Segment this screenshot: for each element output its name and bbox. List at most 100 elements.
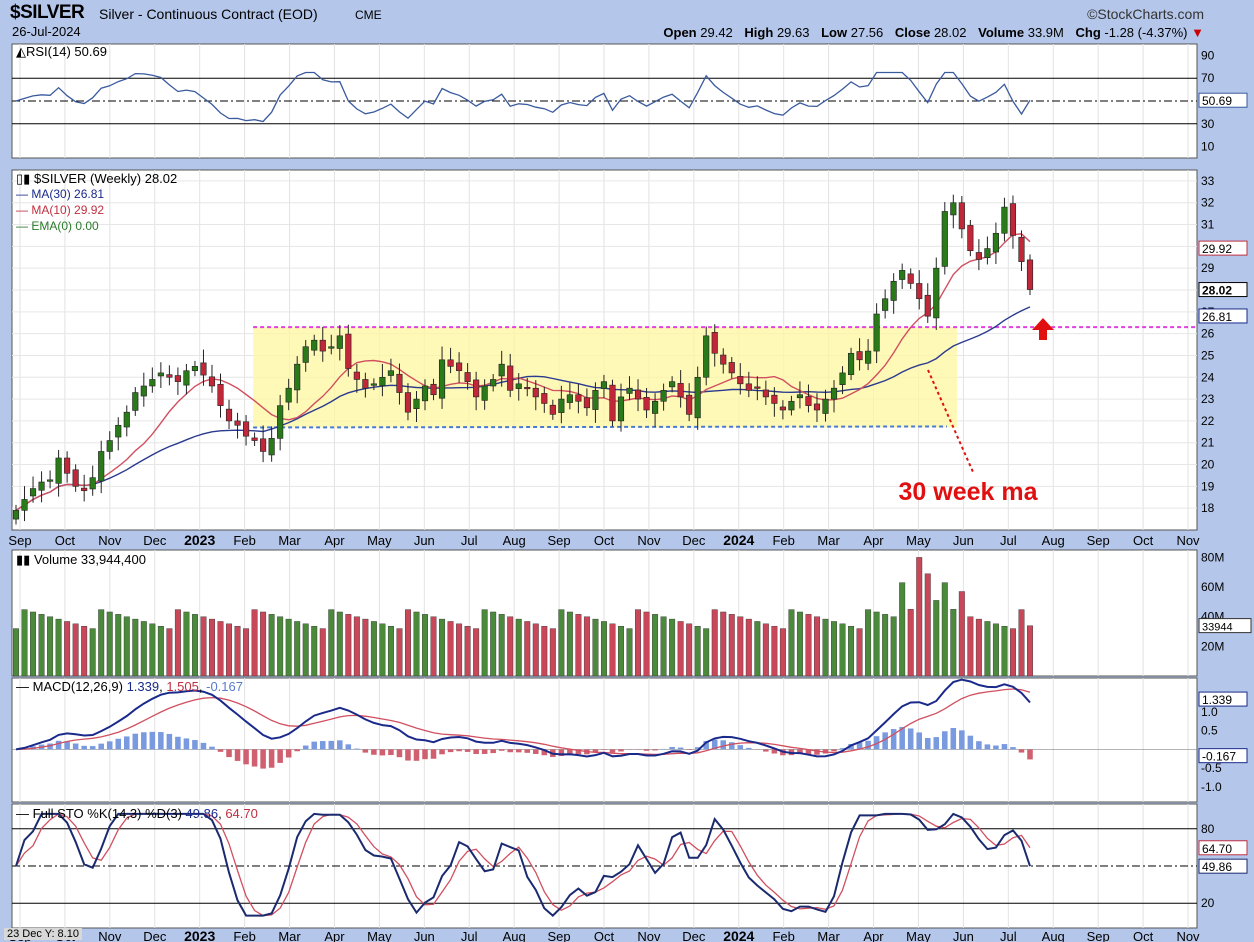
volume-bar bbox=[447, 621, 454, 677]
month-label-24: Sep bbox=[1087, 533, 1110, 548]
month-label-4: 2023 bbox=[184, 532, 215, 548]
volume-bar bbox=[311, 625, 318, 677]
volume-bar bbox=[626, 628, 633, 677]
price-tick-29: 29 bbox=[1201, 261, 1215, 275]
rsi-label: ◭RSI(14) 50.69 bbox=[16, 44, 107, 60]
month-label-20: May bbox=[906, 533, 931, 548]
price-tag-box bbox=[1198, 308, 1248, 324]
candle-body bbox=[438, 359, 446, 399]
sto-tag-box bbox=[1198, 858, 1248, 874]
volume-bar bbox=[694, 625, 701, 677]
macd-hist-bar bbox=[98, 743, 104, 750]
candle-body bbox=[89, 477, 96, 490]
candle-body bbox=[208, 376, 216, 387]
volume-bar bbox=[1001, 625, 1008, 677]
macd-hist-bar bbox=[575, 749, 582, 755]
volume-bar bbox=[217, 621, 224, 677]
macd-hist-bar bbox=[260, 749, 266, 769]
price-tick-31: 31 bbox=[1201, 218, 1215, 232]
candle-body bbox=[447, 359, 454, 367]
ma10-line bbox=[15, 233, 1031, 511]
candle-body bbox=[115, 424, 122, 438]
ema0-label: — EMA(0) 0.00 bbox=[16, 219, 99, 233]
candle-body bbox=[660, 390, 667, 402]
macd-hist-bar bbox=[379, 749, 386, 756]
macd-hist-bar bbox=[447, 749, 454, 753]
ma10-label: — MA(10) 29.92 bbox=[16, 203, 105, 217]
volume-label: ▮▮ Volume 33,944,400 bbox=[16, 552, 146, 568]
candle-body bbox=[899, 270, 906, 280]
candle-body bbox=[302, 346, 309, 363]
volume-bar bbox=[55, 618, 62, 677]
macd-hist-bar bbox=[839, 748, 846, 750]
month-label-9: Jun bbox=[414, 533, 435, 548]
month-label-13: Oct bbox=[594, 533, 615, 548]
candle-body bbox=[609, 384, 616, 422]
volume-icon: ▮▮ bbox=[16, 552, 31, 567]
candle-body bbox=[55, 457, 62, 484]
volume-bar bbox=[643, 611, 650, 677]
macd-hist-bar bbox=[311, 741, 318, 750]
candle-body bbox=[132, 392, 139, 411]
macd-hist-bar bbox=[47, 743, 53, 750]
macd-hist-bar bbox=[976, 741, 982, 750]
volume-bar bbox=[566, 611, 573, 677]
volume-bar bbox=[243, 628, 250, 677]
macd-prefix: MACD(12,26,9) bbox=[32, 679, 123, 694]
exchange-label: CME bbox=[355, 8, 382, 22]
candle-body bbox=[686, 394, 693, 415]
candle-body bbox=[353, 371, 360, 380]
candle-body bbox=[430, 383, 437, 396]
candle-body bbox=[481, 385, 488, 401]
volume-bar bbox=[174, 609, 181, 677]
candle-body bbox=[703, 335, 710, 378]
candle-body bbox=[413, 398, 420, 409]
macd-hist-bar bbox=[1001, 744, 1008, 750]
macd-hist-bar bbox=[371, 749, 377, 755]
month-label-19: Apr bbox=[863, 533, 884, 548]
volume-bar bbox=[822, 618, 829, 677]
candle-body bbox=[294, 363, 301, 391]
macd-hist-bar bbox=[362, 749, 369, 753]
candle-body bbox=[882, 298, 889, 311]
volume-bar bbox=[413, 611, 420, 677]
high-label: High bbox=[744, 25, 774, 40]
candle-body bbox=[873, 313, 880, 352]
volume-bar bbox=[839, 623, 846, 677]
volume-bar bbox=[848, 625, 855, 677]
macd-hist-bar bbox=[720, 740, 727, 750]
volume-bar bbox=[720, 611, 727, 677]
month-label-bottom-13: Oct bbox=[594, 929, 615, 942]
candle-body bbox=[183, 370, 190, 386]
macd-tick--1.0: -1.0 bbox=[1201, 780, 1222, 794]
candle-body bbox=[473, 379, 480, 398]
volume-bar bbox=[464, 625, 471, 677]
candle-body bbox=[200, 362, 207, 376]
rsi-line bbox=[15, 71, 1031, 123]
candle-body bbox=[217, 383, 224, 406]
candle-body bbox=[626, 387, 633, 394]
month-label-bottom-20: May bbox=[906, 929, 931, 942]
macd-hist-bar bbox=[942, 731, 948, 750]
macd-hist-bar bbox=[763, 749, 769, 752]
volume-bar bbox=[635, 609, 642, 677]
volume-bar bbox=[796, 611, 803, 677]
candle-body bbox=[907, 273, 914, 284]
candle-body bbox=[643, 397, 650, 411]
rsi-tick-30: 30 bbox=[1201, 117, 1215, 131]
candle-body bbox=[498, 363, 505, 377]
price-tick-20: 20 bbox=[1201, 458, 1215, 472]
month-label-5: Feb bbox=[233, 533, 255, 548]
price-tag-box bbox=[1198, 240, 1248, 256]
month-label-bottom-25: Oct bbox=[1133, 929, 1154, 942]
candle-body bbox=[847, 352, 855, 375]
sto-prefix: Full STO %K(14,3) %D(3) bbox=[32, 806, 182, 821]
volume-bar bbox=[294, 621, 301, 677]
candle-body bbox=[617, 396, 625, 422]
volume-value: 33.9M bbox=[1027, 25, 1064, 40]
volume-bar bbox=[507, 616, 514, 677]
candle-body bbox=[29, 488, 37, 497]
ma30-label: — MA(30) 26.81 bbox=[16, 187, 105, 201]
symbol-description: Silver - Continuous Contract (EOD) bbox=[99, 6, 318, 22]
